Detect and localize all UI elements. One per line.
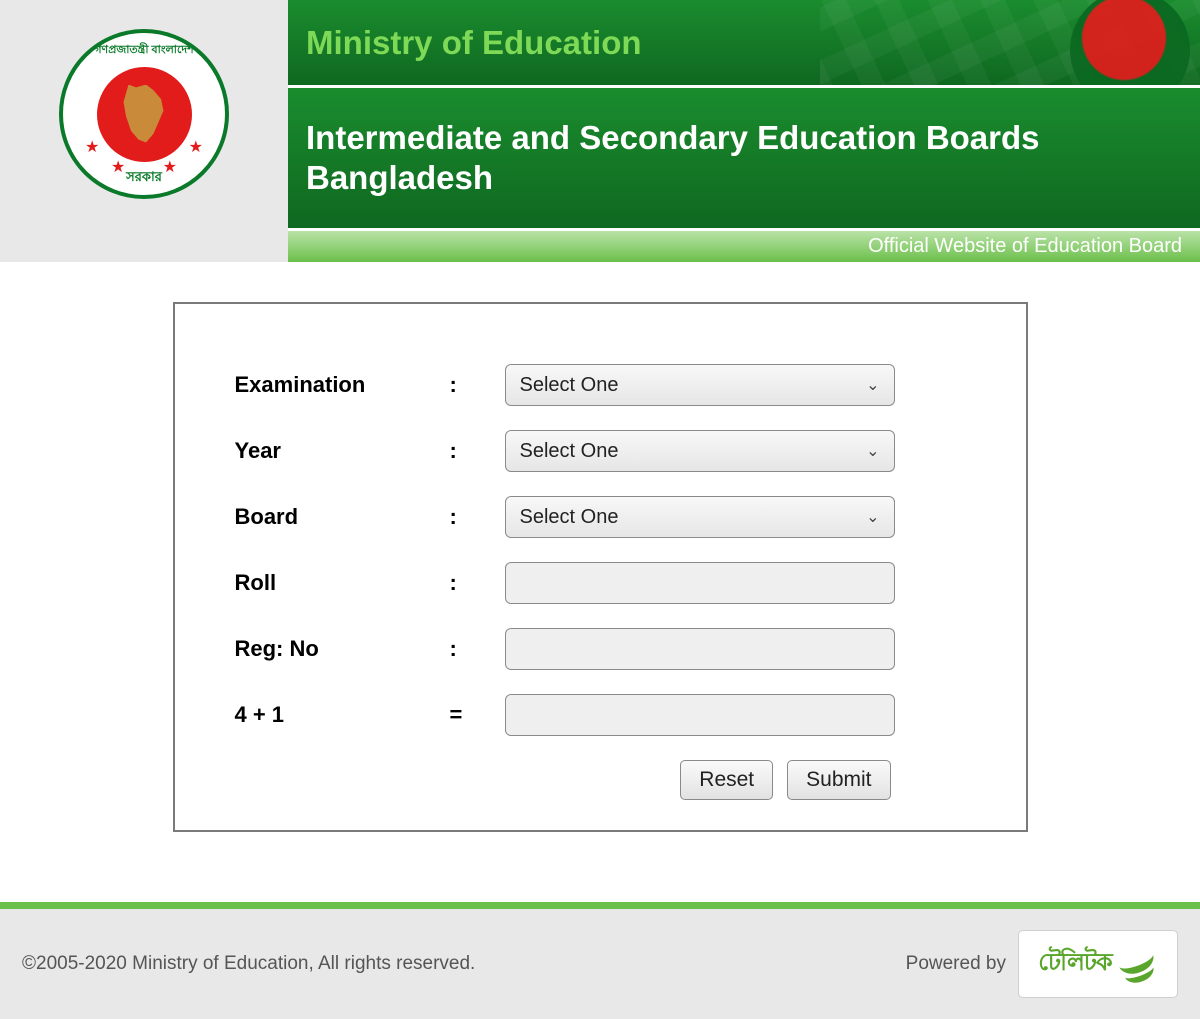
reset-button[interactable]: Reset bbox=[680, 760, 773, 800]
year-select[interactable]: Select One ⌄ bbox=[505, 430, 895, 472]
result-form: Examination : Select One ⌄ Year : Select… bbox=[173, 302, 1028, 832]
roll-input[interactable] bbox=[505, 562, 895, 604]
sub-header-spacer bbox=[0, 228, 288, 262]
button-row: Reset Submit bbox=[235, 760, 966, 800]
logo-cell: গণপ্রজাতন্ত্রী বাংলাদেশ ★ ★ ★ ★ সরকার bbox=[0, 0, 288, 228]
sep-regno: : bbox=[450, 636, 505, 662]
row-board: Board : Select One ⌄ bbox=[235, 496, 966, 538]
sep-year: : bbox=[450, 438, 505, 464]
label-regno: Reg: No bbox=[235, 636, 450, 662]
examination-select-value: Select One bbox=[520, 374, 619, 397]
sep-examination: : bbox=[450, 372, 505, 398]
row-roll: Roll : bbox=[235, 562, 966, 604]
copyright-text: ©2005-2020 Ministry of Education, All ri… bbox=[22, 953, 475, 975]
teletalk-swoosh-icon bbox=[1118, 944, 1158, 984]
label-board: Board bbox=[235, 504, 450, 530]
chevron-down-icon: ⌄ bbox=[866, 441, 879, 461]
seal-map-icon bbox=[97, 67, 192, 162]
board-title: Intermediate and Secondary Education Boa… bbox=[306, 118, 1182, 197]
tagline: Official Website of Education Board bbox=[288, 228, 1200, 262]
row-regno: Reg: No : bbox=[235, 628, 966, 670]
teletalk-text: টেলিটক bbox=[1038, 944, 1111, 984]
ministry-title: Ministry of Education bbox=[306, 24, 642, 62]
captcha-input[interactable] bbox=[505, 694, 895, 736]
seal-bottom-text: সরকার bbox=[63, 168, 225, 189]
seal-star-icon: ★ bbox=[85, 137, 99, 157]
board-select-value: Select One bbox=[520, 506, 619, 529]
seal-top-text: গণপ্রজাতন্ত্রী বাংলাদেশ bbox=[63, 41, 225, 60]
powered-by-label: Powered by bbox=[906, 953, 1006, 975]
header: গণপ্রজাতন্ত্রী বাংলাদেশ ★ ★ ★ ★ সরকার Mi… bbox=[0, 0, 1200, 228]
footer-separator bbox=[0, 902, 1200, 909]
row-examination: Examination : Select One ⌄ bbox=[235, 364, 966, 406]
chevron-down-icon: ⌄ bbox=[866, 375, 879, 395]
regno-input[interactable] bbox=[505, 628, 895, 670]
govt-seal-icon: গণপ্রজাতন্ত্রী বাংলাদেশ ★ ★ ★ ★ সরকার bbox=[59, 29, 229, 199]
ministry-bar: Ministry of Education bbox=[288, 0, 1200, 85]
header-right: Ministry of Education Intermediate and S… bbox=[288, 0, 1200, 228]
submit-button[interactable]: Submit bbox=[787, 760, 890, 800]
chevron-down-icon: ⌄ bbox=[866, 507, 879, 527]
sep-captcha: = bbox=[450, 702, 505, 728]
teletalk-logo[interactable]: টেলিটক bbox=[1018, 930, 1178, 998]
sep-board: : bbox=[450, 504, 505, 530]
label-year: Year bbox=[235, 438, 450, 464]
examination-select[interactable]: Select One ⌄ bbox=[505, 364, 895, 406]
seal-star-icon: ★ bbox=[189, 137, 203, 157]
flag-icon bbox=[1070, 0, 1190, 85]
footer: ©2005-2020 Ministry of Education, All ri… bbox=[0, 909, 1200, 1019]
year-select-value: Select One bbox=[520, 440, 619, 463]
row-year: Year : Select One ⌄ bbox=[235, 430, 966, 472]
label-captcha: 4 + 1 bbox=[235, 702, 450, 728]
row-captcha: 4 + 1 = bbox=[235, 694, 966, 736]
powered-by: Powered by টেলিটক bbox=[906, 930, 1178, 998]
form-container: Examination : Select One ⌄ Year : Select… bbox=[0, 262, 1200, 902]
board-bar: Intermediate and Secondary Education Boa… bbox=[288, 85, 1200, 228]
board-select[interactable]: Select One ⌄ bbox=[505, 496, 895, 538]
sub-header: Official Website of Education Board bbox=[0, 228, 1200, 262]
label-roll: Roll bbox=[235, 570, 450, 596]
label-examination: Examination bbox=[235, 372, 450, 398]
sep-roll: : bbox=[450, 570, 505, 596]
